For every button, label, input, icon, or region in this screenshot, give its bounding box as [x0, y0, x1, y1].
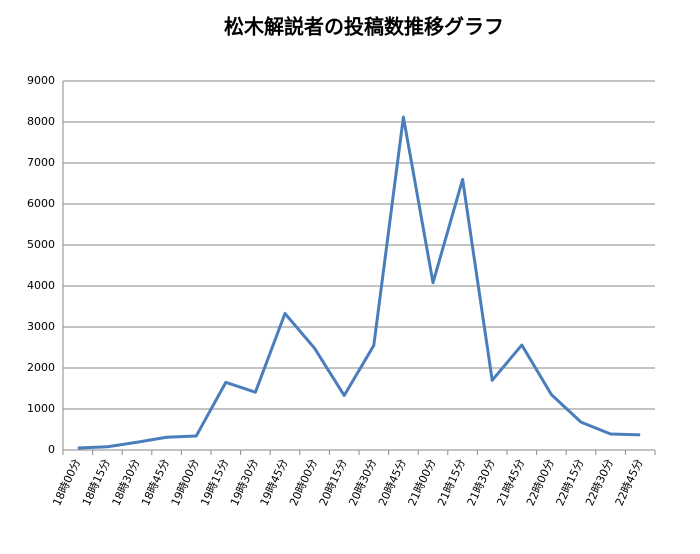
- x-tick-label: 20時45分: [376, 457, 409, 508]
- x-tick-label: 22時15分: [554, 457, 587, 508]
- x-tick-label: 18時30分: [110, 457, 143, 508]
- x-tick-label: 21時30分: [465, 457, 498, 508]
- x-tick-label: 18時15分: [80, 457, 113, 508]
- x-tick-label: 18時00分: [50, 457, 83, 508]
- y-tick-label: 8000: [27, 115, 55, 128]
- y-tick-label: 3000: [27, 320, 55, 333]
- x-tick-label: 22時30分: [583, 457, 616, 508]
- y-tick-label: 4000: [27, 279, 55, 292]
- x-tick-label: 19時45分: [258, 457, 291, 508]
- y-tick-label: 2000: [27, 361, 55, 374]
- data-line: [77, 115, 641, 450]
- x-tick-label: 21時45分: [494, 457, 527, 508]
- y-tick-label: 7000: [27, 156, 55, 169]
- y-tick-label: 5000: [27, 238, 55, 251]
- x-tick-label: 21時00分: [406, 457, 439, 508]
- y-tick-label: 6000: [27, 197, 55, 210]
- x-tick-label: 19時15分: [198, 457, 231, 508]
- x-tick-label: 21時15分: [435, 457, 468, 508]
- x-tick-label: 22時45分: [613, 457, 646, 508]
- x-tick-label: 19時30分: [228, 457, 261, 508]
- x-tick-label: 20時00分: [287, 457, 320, 508]
- chart-title: 松木解説者の投稿数推移グラフ: [224, 15, 504, 39]
- y-tick-label: 0: [48, 443, 55, 456]
- x-tick-label: 20時30分: [346, 457, 379, 508]
- x-tick-label: 19時00分: [169, 457, 202, 508]
- y-tick-label: 9000: [27, 74, 55, 87]
- x-tick-label: 18時45分: [139, 457, 172, 508]
- x-tick-label: 22時00分: [524, 457, 557, 508]
- x-tick-label: 20時15分: [317, 457, 350, 508]
- y-tick-label: 1000: [27, 402, 55, 415]
